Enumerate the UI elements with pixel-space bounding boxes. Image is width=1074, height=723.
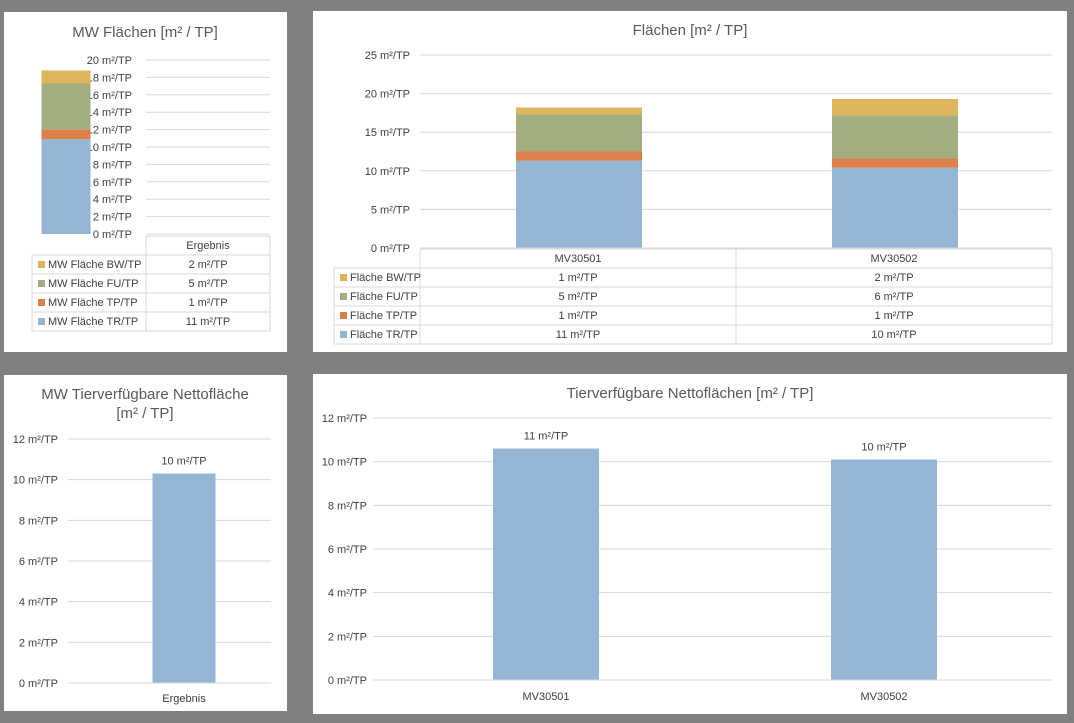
legend-label: Fläche TP/TP <box>350 310 417 322</box>
table-value-cell: 5 m²/TP <box>188 278 227 290</box>
table-value-cell: 5 m²/TP <box>558 291 597 303</box>
y-tick-label: 2 m²/TP <box>328 631 367 643</box>
y-tick-label: 12 m²/TP <box>87 125 132 137</box>
y-tick-label: 25 m²/TP <box>365 50 410 62</box>
legend-swatch-tp <box>340 312 347 319</box>
legend-swatch-bw <box>340 274 347 281</box>
data-label: 10 m²/TP <box>161 456 206 468</box>
legend-label: Fläche BW/TP <box>350 272 421 284</box>
y-tick-label: 0 m²/TP <box>328 675 367 687</box>
y-tick-label: 6 m²/TP <box>19 556 58 568</box>
table-value-cell: 10 m²/TP <box>871 329 916 341</box>
chart-mw-nettoflaeche: MW Tierverfügbare Nettofläche [m² / TP] 0 … <box>13 386 271 705</box>
bar-tp-mv30501 <box>516 151 642 161</box>
table-value-cell: 1 m²/TP <box>874 310 913 322</box>
bar-tr-mv30502 <box>832 167 958 248</box>
table-header-cell: MV30501 <box>554 253 601 265</box>
y-tick-label: 12 m²/TP <box>322 413 367 425</box>
category-label: MV30502 <box>860 691 907 703</box>
legend-label: MW Fläche BW/TP <box>48 259 142 271</box>
chart-title: MW Tierverfügbare Nettofläche <box>41 386 249 403</box>
y-tick-label: 20 m²/TP <box>365 89 410 101</box>
table-value-cell: 1 m²/TP <box>188 297 227 309</box>
legend-label: MW Fläche TR/TP <box>48 316 138 328</box>
table-value-cell: 6 m²/TP <box>874 291 913 303</box>
table-value-cell: 11 m²/TP <box>186 316 230 328</box>
y-tick-label: 4 m²/TP <box>328 588 367 600</box>
bar-tr-mv30501 <box>493 448 599 680</box>
y-tick-label: 0 m²/TP <box>93 229 132 241</box>
y-tick-label: 15 m²/TP <box>365 127 410 139</box>
table-value-cell: 2 m²/TP <box>188 259 227 271</box>
chart-title: [m² / TP] <box>116 405 173 422</box>
y-tick-label: 20 m²/TP <box>87 55 132 67</box>
y-tick-label: 10 m²/TP <box>322 457 367 469</box>
bar-tp-mv30502 <box>832 158 958 168</box>
y-tick-label: 14 m²/TP <box>87 107 132 119</box>
y-tick-label: 0 m²/TP <box>371 243 410 255</box>
y-tick-label: 10 m²/TP <box>365 166 410 178</box>
table-value-cell: 2 m²/TP <box>874 272 913 284</box>
legend-label: Fläche FU/TP <box>350 291 418 303</box>
chart-nettoflaechen: Tierverfügbare Nettoflächen [m² / TP] 0 m… <box>322 385 1052 703</box>
bar-tr-ergebnis <box>41 139 91 234</box>
y-tick-label: 2 m²/TP <box>19 637 58 649</box>
legend-label: Fläche TR/TP <box>350 329 418 341</box>
chart-mw-flaechen: MW Flächen [m² / TP] 0 m²/TP 2 m²/TP 4 m²/T… <box>31 24 271 332</box>
chart-panel-nettoflaechen: Tierverfügbare Nettoflächen [m² / TP] 0 m… <box>313 374 1067 714</box>
y-tick-label: 2 m²/TP <box>93 212 132 224</box>
legend-label: MW Fläche FU/TP <box>48 278 138 290</box>
chart-title: Flächen [m² / TP] <box>633 22 748 39</box>
data-label: 10 m²/TP <box>861 441 906 453</box>
legend-swatch-tr <box>38 318 45 325</box>
chart-panel-flaechen: Flächen [m² / TP] 0 m²/TP 5 m²/TP 10 m²/TP 1… <box>313 11 1067 352</box>
chart-panel-mw-flaechen: MW Flächen [m² / TP] 0 m²/TP 2 m²/TP 4 m²/T… <box>4 12 287 352</box>
table-value-cell: 11 m²/TP <box>556 329 600 341</box>
y-tick-label: 10 m²/TP <box>87 142 132 154</box>
table-header-cell: Ergebnis <box>186 240 230 252</box>
y-tick-label: 5 m²/TP <box>371 204 410 216</box>
bar-tp-ergebnis <box>41 129 91 140</box>
bar-tr-mv30501 <box>516 160 642 248</box>
chart-panel-mw-nettoflaeche: MW Tierverfügbare Nettofläche [m² / TP] 0 … <box>4 375 287 711</box>
chart-title: Tierverfügbare Nettoflächen [m² / TP] <box>567 385 814 402</box>
bar-bw-mv30501 <box>516 107 642 115</box>
legend-swatch-fu <box>340 293 347 300</box>
y-tick-label: 4 m²/TP <box>19 597 58 609</box>
table-value-cell: 1 m²/TP <box>558 310 597 322</box>
bar-bw-mv30502 <box>832 99 958 116</box>
bar-tr-mv30502 <box>831 459 937 680</box>
y-tick-label: 8 m²/TP <box>19 515 58 527</box>
y-tick-label: 0 m²/TP <box>19 678 58 690</box>
y-tick-label: 6 m²/TP <box>328 544 367 556</box>
category-label: MV30501 <box>522 691 569 703</box>
chart-flaechen: Flächen [m² / TP] 0 m²/TP 5 m²/TP 10 m²/TP 1… <box>333 22 1053 345</box>
y-tick-label: 18 m²/TP <box>87 72 132 84</box>
category-label: Ergebnis <box>162 693 206 705</box>
bar-bw-ergebnis <box>41 70 91 84</box>
bar-fu-ergebnis <box>41 83 91 130</box>
chart-title: MW Flächen [m² / TP] <box>72 24 218 41</box>
y-tick-label: 6 m²/TP <box>93 177 132 189</box>
y-tick-label: 4 m²/TP <box>93 194 132 206</box>
y-tick-label: 16 m²/TP <box>87 90 132 102</box>
y-tick-label: 12 m²/TP <box>13 434 58 446</box>
bar-fu-mv30502 <box>832 115 958 159</box>
legend-swatch-tp <box>38 299 45 306</box>
table-header-cell: MV30502 <box>870 253 917 265</box>
legend-swatch-bw <box>38 261 45 268</box>
table-value-cell: 1 m²/TP <box>558 272 597 284</box>
legend-swatch-fu <box>38 280 45 287</box>
data-label: 11 m²/TP <box>524 431 568 443</box>
bar-fu-mv30501 <box>516 114 642 152</box>
y-tick-label: 10 m²/TP <box>13 475 58 487</box>
legend-swatch-tr <box>340 331 347 338</box>
y-tick-label: 8 m²/TP <box>93 159 132 171</box>
legend-label: MW Fläche TP/TP <box>48 297 138 309</box>
y-tick-label: 8 m²/TP <box>328 500 367 512</box>
bar-tr-ergebnis <box>152 473 216 683</box>
